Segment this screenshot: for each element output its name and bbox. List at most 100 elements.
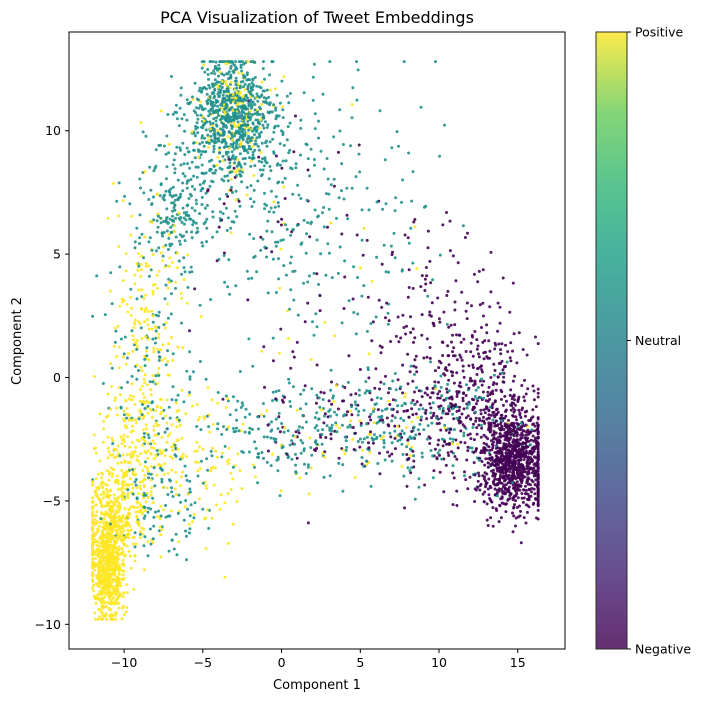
data-point-positive xyxy=(149,388,153,392)
data-point-neutral xyxy=(253,440,257,444)
data-point-negative xyxy=(349,393,353,397)
data-point-negative xyxy=(531,384,535,388)
data-point-positive xyxy=(128,477,132,481)
data-point-neutral xyxy=(285,138,289,142)
data-point-neutral xyxy=(334,421,338,425)
data-point-negative xyxy=(462,392,465,395)
data-point-positive xyxy=(93,611,97,615)
data-point-neutral xyxy=(265,144,269,148)
data-point-positive xyxy=(131,338,135,342)
data-point-neutral xyxy=(412,425,416,429)
data-point-neutral xyxy=(321,398,325,401)
data-point-neutral xyxy=(419,415,423,419)
data-point-neutral xyxy=(365,422,368,426)
data-point-positive xyxy=(210,516,214,520)
data-point-positive xyxy=(125,544,129,548)
data-point-positive xyxy=(282,75,286,79)
data-point-positive xyxy=(181,452,185,456)
data-point-negative xyxy=(427,435,431,439)
data-point-neutral xyxy=(247,83,251,86)
data-point-neutral xyxy=(272,437,276,441)
data-point-negative xyxy=(465,458,469,462)
data-point-neutral xyxy=(154,336,158,340)
data-point-neutral xyxy=(272,210,276,214)
data-point-neutral xyxy=(304,472,308,475)
data-point-positive xyxy=(95,486,99,490)
data-point-positive xyxy=(121,199,125,203)
data-point-negative xyxy=(266,449,270,453)
data-point-negative xyxy=(358,368,362,371)
data-point-negative xyxy=(487,445,491,449)
data-point-negative xyxy=(343,386,347,389)
data-point-positive xyxy=(204,547,208,551)
data-point-positive xyxy=(102,492,106,496)
data-point-positive xyxy=(107,606,111,610)
data-point-neutral xyxy=(91,314,95,318)
data-point-neutral xyxy=(256,452,260,456)
data-point-negative xyxy=(486,465,490,469)
data-point-positive xyxy=(115,529,119,533)
data-point-neutral xyxy=(272,152,276,155)
data-point-neutral xyxy=(239,406,243,409)
data-point-neutral xyxy=(354,175,358,179)
data-point-neutral xyxy=(381,420,385,424)
data-point-neutral xyxy=(207,109,211,113)
data-point-negative xyxy=(451,354,455,358)
data-point-neutral xyxy=(314,312,318,316)
data-point-negative xyxy=(425,337,429,341)
data-point-negative xyxy=(521,500,525,504)
data-point-neutral xyxy=(270,230,274,234)
data-point-negative xyxy=(475,347,479,351)
data-point-positive xyxy=(118,503,122,507)
data-point-positive xyxy=(101,440,105,444)
data-point-neutral xyxy=(199,189,203,193)
data-point-negative xyxy=(519,436,523,440)
data-point-positive xyxy=(139,388,142,392)
data-point-negative xyxy=(474,488,478,492)
data-point-neutral xyxy=(178,106,182,110)
data-point-neutral xyxy=(351,86,355,90)
data-point-neutral xyxy=(203,70,207,74)
data-point-negative xyxy=(487,413,491,417)
data-point-negative xyxy=(501,462,505,466)
data-point-positive xyxy=(239,429,243,433)
data-point-negative xyxy=(431,386,435,390)
data-point-negative xyxy=(303,384,307,388)
data-point-negative xyxy=(399,336,403,340)
data-point-neutral xyxy=(281,116,285,120)
data-point-neutral xyxy=(233,134,237,138)
data-point-negative xyxy=(536,484,540,488)
data-point-positive xyxy=(108,537,112,541)
data-point-positive xyxy=(140,268,143,272)
data-point-positive xyxy=(150,309,154,313)
data-point-neutral xyxy=(209,449,213,453)
data-point-negative xyxy=(489,423,493,427)
data-point-neutral xyxy=(313,426,317,430)
data-point-neutral xyxy=(245,269,249,273)
data-point-positive xyxy=(214,449,218,453)
data-point-neutral xyxy=(249,98,253,102)
data-point-positive xyxy=(167,342,171,346)
data-point-neutral xyxy=(213,137,217,141)
data-point-positive xyxy=(104,512,108,516)
data-point-negative xyxy=(512,394,516,398)
data-point-positive xyxy=(146,449,150,453)
data-point-negative xyxy=(401,363,405,367)
data-point-neutral xyxy=(228,130,232,134)
data-point-negative xyxy=(508,497,512,500)
data-point-negative xyxy=(438,453,441,457)
data-point-positive xyxy=(229,231,233,235)
data-point-negative xyxy=(401,313,405,317)
data-point-neutral xyxy=(479,396,483,400)
data-point-neutral xyxy=(180,272,183,276)
data-point-positive xyxy=(170,423,174,427)
data-point-negative xyxy=(259,235,263,239)
data-point-neutral xyxy=(256,179,260,183)
data-point-neutral xyxy=(184,534,188,538)
data-point-neutral xyxy=(223,280,227,284)
data-point-positive xyxy=(118,517,122,521)
data-point-negative xyxy=(501,368,505,372)
data-point-positive xyxy=(107,595,111,599)
data-point-neutral xyxy=(195,106,198,110)
data-point-positive xyxy=(198,467,202,470)
